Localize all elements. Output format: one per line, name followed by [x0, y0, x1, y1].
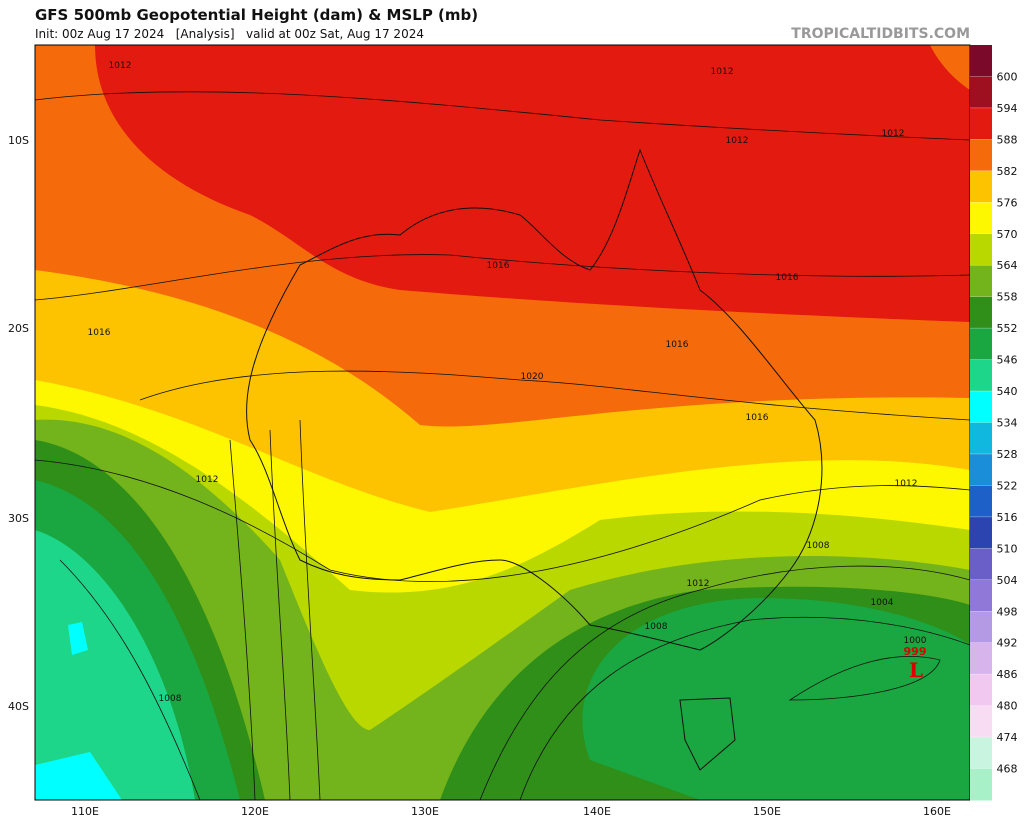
colorbar-label: 540 — [997, 385, 1018, 398]
colorbar-label: 504 — [997, 574, 1018, 587]
colorbar-label: 528 — [997, 448, 1018, 461]
colorbar-label: 576 — [997, 196, 1018, 209]
colorbar-swatch — [970, 265, 992, 298]
colorbar-swatch — [970, 516, 992, 549]
colorbar-swatch — [970, 422, 992, 455]
colorbar-label: 570 — [997, 228, 1018, 241]
colorbar-swatch — [970, 705, 992, 738]
colorbar-label: 522 — [997, 479, 1018, 492]
title: GFS 500mb Geopotential Height (dam) & MS… — [35, 6, 478, 24]
colorbar-label: 510 — [997, 542, 1018, 555]
colorbar-label: 516 — [997, 511, 1018, 524]
colorbar-swatch — [970, 233, 992, 266]
isobar-label: 1016 — [776, 273, 799, 283]
band-540 — [35, 530, 195, 800]
isobar-label: 1016 — [746, 413, 769, 423]
isobar-label: 1012 — [109, 61, 132, 71]
colorbar-label: 564 — [997, 259, 1018, 272]
colorbar-label: 582 — [997, 165, 1018, 178]
colorbar-label: 480 — [997, 700, 1018, 713]
colorbar-swatch — [970, 485, 992, 518]
colorbar-swatch — [970, 359, 992, 392]
isobar-label: 1012 — [882, 129, 905, 139]
isobar-label: 1012 — [726, 136, 749, 146]
lat-label: 20S — [8, 322, 29, 335]
isobar-label: 1012 — [895, 479, 918, 489]
colorbar-swatch — [970, 296, 992, 329]
lon-label: 140E — [583, 805, 611, 818]
colorbar-swatch — [970, 45, 992, 77]
colorbar-swatch — [970, 674, 992, 707]
lon-label: 150E — [753, 805, 781, 818]
isobars — [35, 91, 970, 800]
band-534 — [35, 622, 122, 800]
subtitle: Init: 00z Aug 17 2024 [Analysis] valid a… — [35, 27, 424, 41]
isobar-label: 1016 — [88, 328, 111, 338]
colorbar-label: 546 — [997, 354, 1018, 367]
colorbar-swatch — [970, 76, 992, 109]
colorbar-label: 588 — [997, 133, 1018, 146]
isobar-label: 1004 — [871, 598, 894, 608]
colorbar-label: 534 — [997, 417, 1018, 430]
colorbar-swatch — [970, 611, 992, 644]
lon-label: 120E — [241, 805, 269, 818]
colorbar-swatch — [970, 139, 992, 172]
isobar-label: 1020 — [521, 372, 544, 382]
lat-label: 40S — [8, 700, 29, 713]
colorbar-label: 468 — [997, 763, 1018, 776]
lat-label: 10S — [8, 134, 29, 147]
band-546 — [35, 480, 970, 800]
colorbar-label: 486 — [997, 668, 1018, 681]
colorbar-label: 600 — [997, 70, 1018, 83]
colorbar-swatch — [970, 391, 992, 423]
colorbar-label: 594 — [997, 102, 1018, 115]
colorbar-swatch — [970, 737, 992, 770]
coastline — [246, 148, 823, 771]
colorbar-label: 492 — [997, 637, 1018, 650]
isobar-label: 1008 — [645, 622, 668, 632]
isobar-label: 1008 — [159, 694, 182, 704]
map — [35, 45, 970, 800]
colorbar-swatch — [970, 642, 992, 675]
colorbar-label: 558 — [997, 291, 1018, 304]
colorbar-swatch — [970, 328, 992, 361]
isobar-label: 1016 — [666, 340, 689, 350]
lon-label: 160E — [923, 805, 951, 818]
isobar-label: 1008 — [807, 541, 830, 551]
colorbar-swatch — [970, 579, 992, 612]
isobar-label: 1016 — [487, 261, 510, 271]
colorbar-swatch — [970, 768, 992, 801]
low-pressure: 999 — [904, 645, 927, 658]
low-symbol: L — [909, 658, 923, 682]
isobar-label: 1000 — [904, 636, 927, 646]
brand: TROPICALTIDBITS.COM — [791, 26, 970, 42]
colorbar-label: 474 — [997, 731, 1018, 744]
isobar-label: 1012 — [196, 475, 219, 485]
lon-label: 130E — [411, 805, 439, 818]
isobar-label: 1012 — [711, 67, 734, 77]
colorbar-label: 552 — [997, 322, 1018, 335]
colorbar-label: 498 — [997, 605, 1018, 618]
colorbar-swatch — [970, 107, 992, 140]
isobar-label: 1012 — [687, 579, 710, 589]
lon-label: 110E — [71, 805, 99, 818]
colorbar-swatch — [970, 202, 992, 235]
colorbar-swatch — [970, 453, 992, 486]
colorbar-swatch — [970, 548, 992, 581]
colorbar-swatch — [970, 170, 992, 203]
lat-label: 30S — [8, 512, 29, 525]
